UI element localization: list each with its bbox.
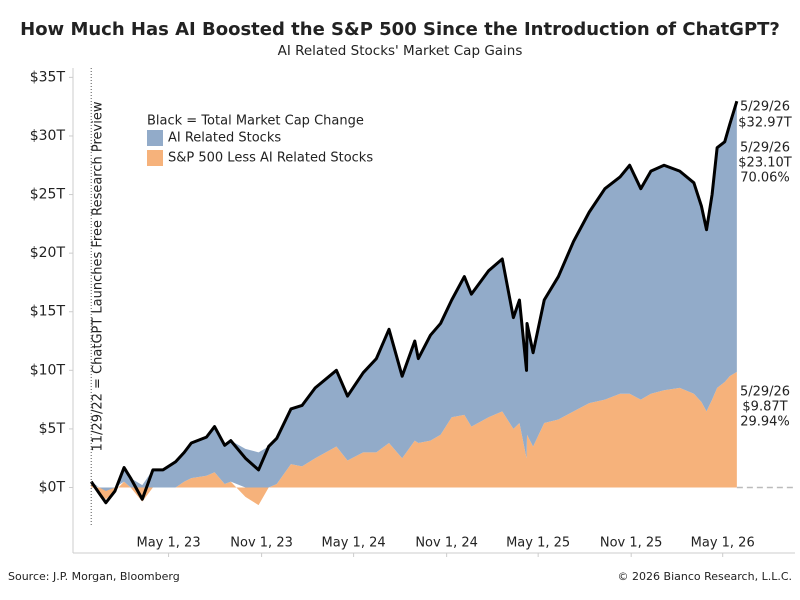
legend-note: Black = Total Market Cap Change — [147, 114, 364, 129]
copyright: © 2026 Bianco Research, L.L.C. — [618, 570, 792, 583]
share-label: 29.94% — [740, 415, 790, 430]
y-tick-label: $30T — [30, 128, 66, 144]
legend-swatch — [147, 150, 163, 166]
y-tick-label: $20T — [30, 245, 66, 261]
end-date: 5/29/26 — [740, 385, 790, 400]
end-label: $23.10T — [738, 156, 791, 171]
source: Source: J.P. Morgan, Bloomberg — [8, 570, 180, 583]
y-tick-label: $25T — [30, 187, 66, 203]
end-label: $32.97T — [738, 116, 791, 131]
x-tick-label: Nov 1, 25 — [600, 536, 663, 551]
x-tick-label: Nov 1, 24 — [415, 536, 478, 551]
y-tick-label: $0T — [39, 480, 66, 496]
area-sp-less-ai — [91, 371, 737, 506]
x-tick-label: May 1, 23 — [137, 536, 201, 551]
x-tick-label: May 1, 26 — [691, 536, 755, 551]
chart-title: How Much Has AI Boosted the S&P 500 Sinc… — [20, 19, 780, 40]
legend-swatch — [147, 130, 163, 146]
event-label: 11/29/22 = ChatGPT Launches Free Researc… — [91, 101, 106, 451]
x-tick-label: May 1, 25 — [506, 536, 570, 551]
legend-label: S&P 500 Less AI Related Stocks — [168, 151, 373, 166]
y-tick-label: $5T — [39, 421, 66, 437]
end-date: 5/29/26 — [740, 141, 790, 156]
share-label: 70.06% — [740, 171, 790, 186]
chart-subtitle: AI Related Stocks' Market Cap Gains — [278, 43, 523, 59]
legend-label: AI Related Stocks — [168, 131, 281, 146]
end-label: $9.87T — [742, 400, 787, 415]
end-date: 5/29/26 — [740, 100, 790, 115]
y-tick-label: $10T — [30, 362, 66, 378]
x-tick-label: May 1, 24 — [322, 536, 386, 551]
x-tick-label: Nov 1, 23 — [230, 536, 293, 551]
area-ai — [91, 101, 737, 492]
total-line — [89, 100, 739, 505]
y-tick-label: $35T — [30, 69, 66, 85]
y-tick-label: $15T — [30, 304, 66, 320]
